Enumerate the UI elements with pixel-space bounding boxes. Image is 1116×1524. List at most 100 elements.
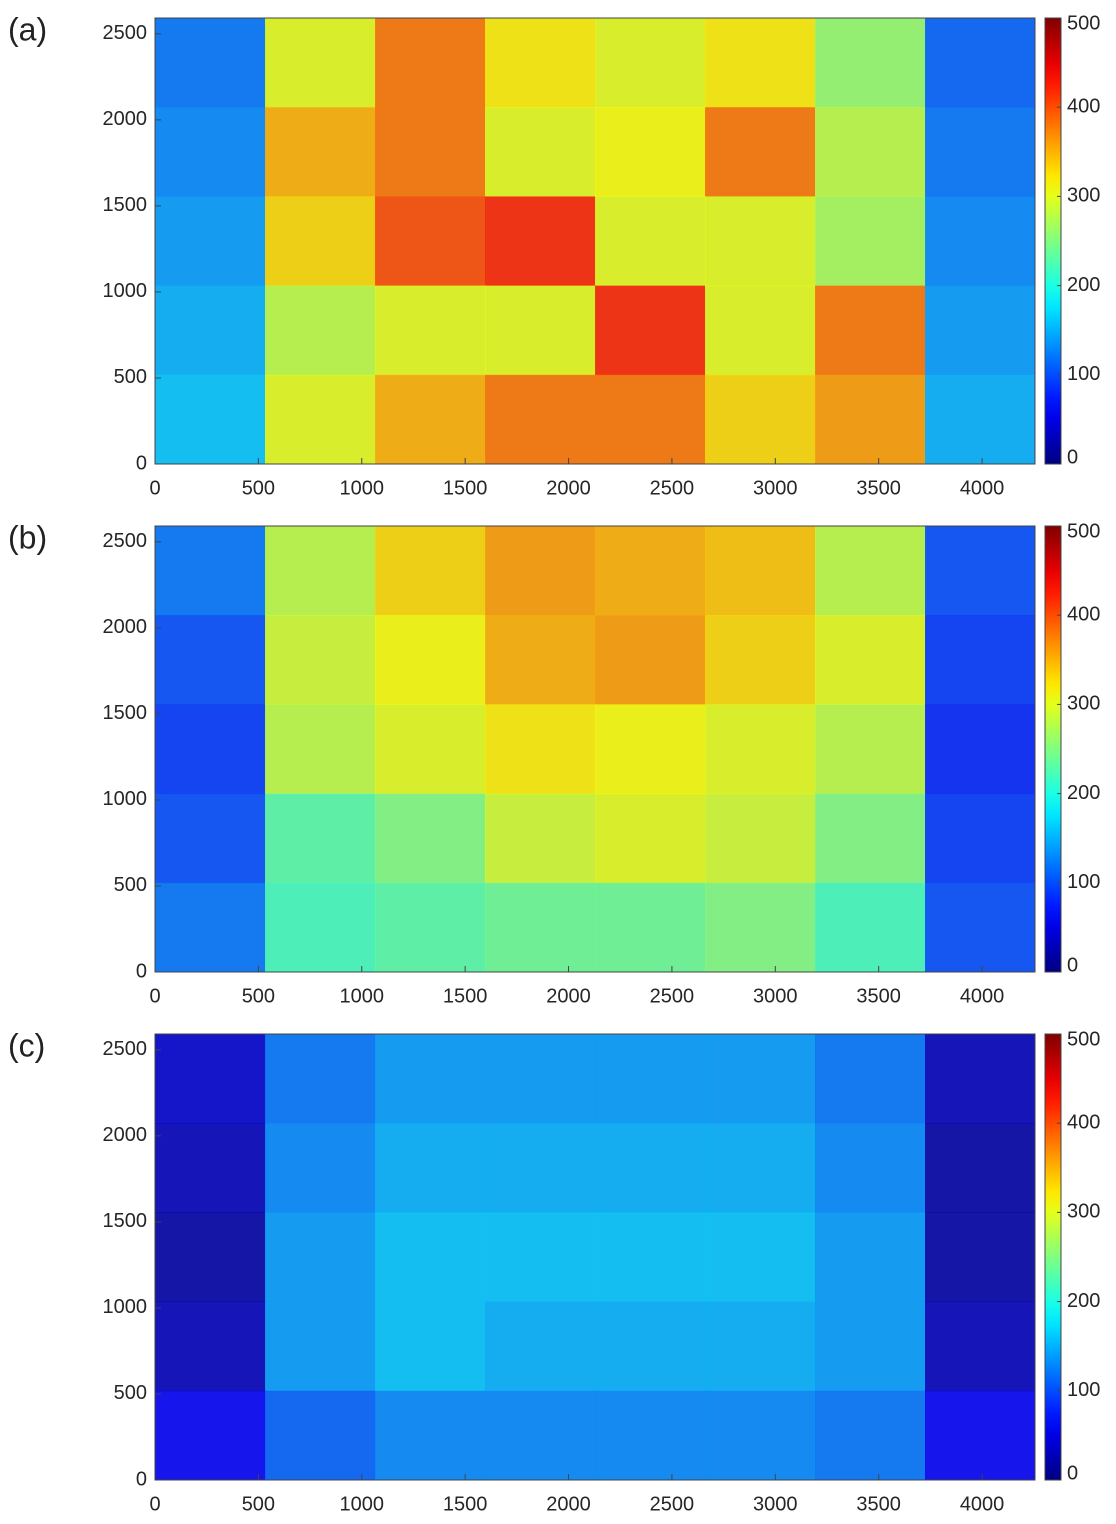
colorbar-tick-label: 500 — [1067, 1028, 1100, 1050]
heatmap-cell — [375, 526, 486, 616]
heatmap-cell — [155, 1301, 266, 1392]
colorbar-tick-label: 0 — [1067, 446, 1078, 468]
heatmap-cell — [265, 793, 376, 884]
heatmap-cell — [595, 526, 706, 616]
heatmap-cell — [705, 285, 816, 376]
heatmap-cell — [595, 1390, 706, 1481]
x-tick-label: 3000 — [753, 985, 798, 1007]
heatmap-cell — [815, 704, 926, 795]
colorbar-tick-label: 500 — [1067, 520, 1100, 542]
heatmap-cell — [705, 1212, 816, 1303]
x-tick-label: 3000 — [753, 1493, 798, 1515]
y-tick-label: 1000 — [103, 788, 148, 810]
x-tick-label: 4000 — [960, 1493, 1005, 1515]
colorbar — [1044, 17, 1062, 465]
heatmap-cell — [705, 793, 816, 884]
heatmap-cell — [925, 615, 1036, 705]
heatmap-cell — [595, 374, 706, 465]
heatmap-cell — [155, 374, 266, 465]
x-tick-label: 3500 — [856, 477, 901, 499]
heatmap-cell — [485, 1390, 596, 1481]
heatmap-cell — [705, 1390, 816, 1481]
y-tick-label: 1500 — [103, 702, 148, 724]
heatmap-cell — [815, 374, 926, 465]
heatmap-cell — [705, 107, 816, 197]
heatmap-cell — [485, 793, 596, 884]
heatmap-cell — [925, 526, 1036, 616]
heatmap-cell — [925, 196, 1036, 287]
heatmap-cell — [595, 1123, 706, 1213]
heatmap-cell — [265, 285, 376, 376]
heatmap-cell — [485, 526, 596, 616]
heatmap-cell — [155, 1034, 266, 1124]
heatmap-cell — [705, 1123, 816, 1213]
x-tick-label: 1500 — [443, 1493, 488, 1515]
heatmap-cell — [375, 285, 486, 376]
heatmap-cell — [265, 1123, 376, 1213]
y-tick-label: 500 — [114, 874, 147, 896]
y-tick-label: 2000 — [103, 1124, 148, 1146]
colorbar-tick-label: 100 — [1067, 871, 1100, 893]
heatmap-cell — [265, 882, 376, 973]
heatmap-cell — [485, 1301, 596, 1392]
y-tick-label: 500 — [114, 366, 147, 388]
y-tick-label: 2500 — [103, 22, 148, 44]
y-tick-label: 1500 — [103, 194, 148, 216]
colorbar-tick-label: 200 — [1067, 274, 1100, 296]
heatmap-cell — [925, 1390, 1036, 1481]
heatmap-cell — [705, 882, 816, 973]
heatmap-cell — [265, 1301, 376, 1392]
heatmap-cell — [485, 196, 596, 287]
heatmap-cell — [925, 882, 1036, 973]
heatmap-cell — [595, 704, 706, 795]
x-tick-label: 0 — [149, 1493, 160, 1515]
heatmap-cell — [265, 1034, 376, 1124]
heatmap-cell — [595, 196, 706, 287]
heatmap-cell — [485, 374, 596, 465]
heatmap-cell — [155, 526, 266, 616]
heatmap-cell — [925, 107, 1036, 197]
heatmap-cell — [705, 526, 816, 616]
heatmap-cell — [705, 615, 816, 705]
plot-frame — [154, 17, 1036, 465]
heatmap-cell — [705, 18, 816, 108]
heatmap-cell — [375, 18, 486, 108]
heatmap-cell — [485, 1212, 596, 1303]
heatmap-cell — [375, 1212, 486, 1303]
x-tick-label: 3500 — [856, 1493, 901, 1515]
heatmap-cell — [595, 1034, 706, 1124]
heatmap-cell — [485, 1034, 596, 1124]
heatmap-cell — [375, 1034, 486, 1124]
heatmap-cell — [265, 374, 376, 465]
heatmap-cell — [265, 1390, 376, 1481]
heatmap-cell — [485, 107, 596, 197]
x-tick-label: 2500 — [650, 477, 695, 499]
heatmap-cell — [485, 882, 596, 973]
heatmap-cell — [375, 1301, 486, 1392]
heatmap-cell — [265, 107, 376, 197]
panel-label: (b) — [8, 519, 47, 555]
x-tick-label: 0 — [149, 477, 160, 499]
heatmap-cell — [375, 882, 486, 973]
x-tick-label: 500 — [242, 985, 275, 1007]
heatmap-cell — [375, 615, 486, 705]
heatmap-cell — [925, 285, 1036, 376]
y-tick-label: 0 — [136, 1468, 147, 1490]
heatmap-cell — [925, 793, 1036, 884]
colorbar-tick-label: 300 — [1067, 693, 1100, 715]
heatmap-cell — [925, 1123, 1036, 1213]
heatmap-cell — [925, 1212, 1036, 1303]
colorbar-tick-label: 100 — [1067, 1379, 1100, 1401]
colorbar-tick-label: 0 — [1067, 1462, 1078, 1484]
heatmap-cell — [375, 793, 486, 884]
y-tick-label: 1500 — [103, 1210, 148, 1232]
heatmap-cell — [485, 704, 596, 795]
heatmap-cell — [485, 18, 596, 108]
x-tick-label: 4000 — [960, 985, 1005, 1007]
heatmap-cell — [815, 107, 926, 197]
heatmap-cell — [815, 18, 926, 108]
y-tick-label: 2500 — [103, 1038, 148, 1060]
heatmap-cell — [155, 18, 266, 108]
heatmap-cell — [375, 374, 486, 465]
heatmap-cell — [815, 615, 926, 705]
